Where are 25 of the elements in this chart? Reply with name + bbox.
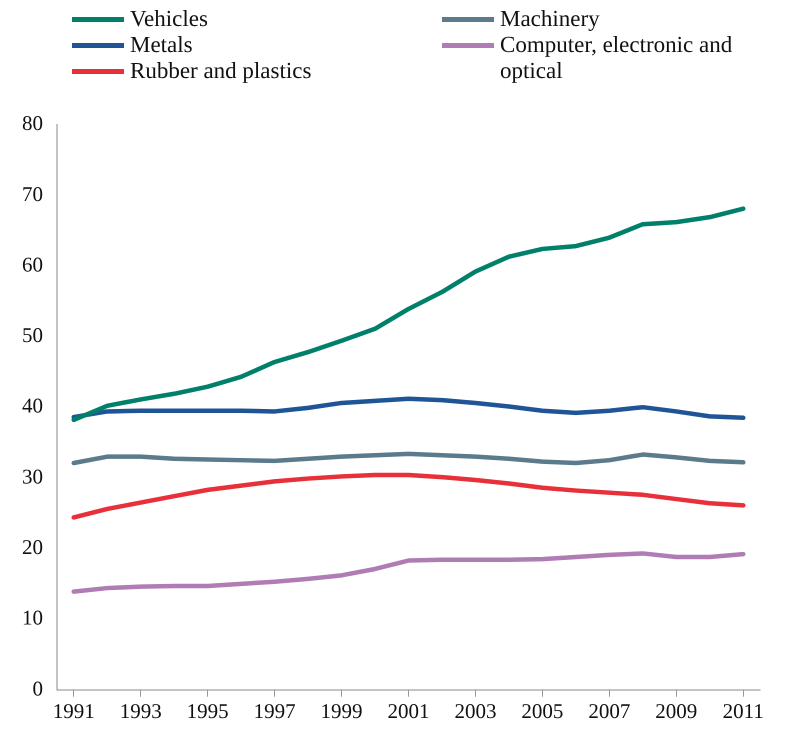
x-tick-label: 1991 xyxy=(52,698,95,723)
x-tick-label: 2011 xyxy=(722,698,764,723)
y-tick-label: 20 xyxy=(22,535,43,560)
legend-label: Metals xyxy=(130,32,193,58)
legend-label: Rubber and plastics xyxy=(130,58,312,84)
y-tick-label: 10 xyxy=(22,606,43,630)
x-tick-label: 2005 xyxy=(521,698,564,723)
y-tick-label: 30 xyxy=(22,464,43,488)
y-tick-label: 60 xyxy=(22,252,43,276)
x-tick-label: 1995 xyxy=(186,698,229,723)
x-tick-label: 2007 xyxy=(588,698,630,723)
y-tick-label: 70 xyxy=(22,182,43,206)
legend-label: Computer, electronic and optical xyxy=(500,32,734,84)
x-tick-label: 1999 xyxy=(320,698,363,723)
x-tick-label: 2003 xyxy=(454,698,496,723)
x-tick-label: 1997 xyxy=(254,698,296,723)
y-tick-label: 50 xyxy=(22,323,43,348)
x-tick-label: 2009 xyxy=(655,698,698,723)
y-tick-label: 80 xyxy=(22,111,43,136)
x-tick-label: 1993 xyxy=(120,698,162,723)
x-tick-label: 2001 xyxy=(388,698,430,723)
legend-label: Vehicles xyxy=(130,6,208,32)
legend-label: Machinery xyxy=(500,6,600,32)
y-tick-label: 0 xyxy=(32,676,43,700)
y-tick-label: 40 xyxy=(22,394,43,418)
